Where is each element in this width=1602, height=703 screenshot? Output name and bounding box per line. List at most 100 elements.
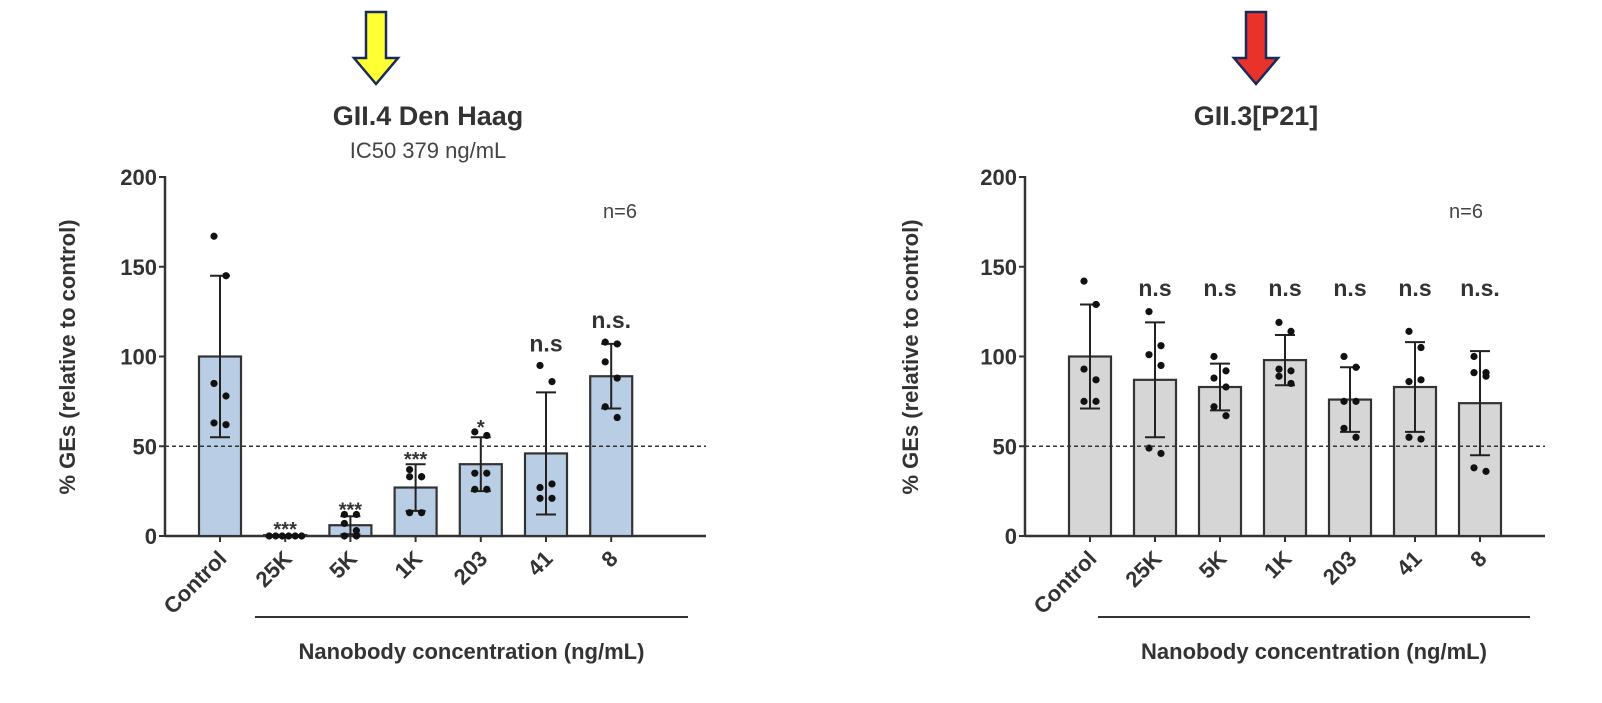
data-point [1092, 397, 1100, 405]
chart-1: GII.4 Den Haag IC50 379 ng/mL % GEs (relat… [55, 10, 706, 664]
data-point [1417, 343, 1425, 352]
bar-group-Control: Control [1029, 277, 1113, 619]
bar-group-5K: n.s 5K [1194, 275, 1243, 583]
data-point [340, 510, 348, 519]
data-point [1145, 351, 1153, 359]
data-point [352, 527, 360, 535]
data-point [210, 419, 218, 427]
significance-label: *** [404, 449, 428, 471]
data-point [1352, 363, 1360, 371]
data-point [285, 532, 293, 540]
data-point [298, 532, 306, 540]
x-tick-label: 41 [1392, 546, 1427, 581]
data-point [1080, 365, 1088, 373]
data-point [1340, 397, 1348, 405]
data-point [272, 532, 280, 540]
data-point [1080, 277, 1088, 285]
data-point [1340, 352, 1348, 361]
bar-group-1K: n.s 1K [1259, 275, 1308, 584]
data-point [1210, 352, 1218, 361]
chart-subtitle: IC50 379 ng/mL [350, 138, 507, 163]
x-tick-label: 1K [1259, 546, 1297, 584]
significance-label: *** [274, 519, 298, 541]
bar-group-25K: n.s 25K [1120, 275, 1178, 592]
data-point [613, 413, 621, 422]
significance-label: n.s [1268, 275, 1301, 301]
data-point [613, 374, 621, 382]
bar [1262, 358, 1308, 538]
arrow-down-icon [351, 10, 401, 86]
data-point [1157, 449, 1165, 458]
bar-group-41: n.s 41 [1392, 275, 1438, 581]
x-tick-label: 203 [1318, 546, 1362, 590]
data-point [1080, 397, 1088, 405]
data-point [471, 469, 479, 477]
n-annotation: n=6 [603, 201, 637, 223]
bar [1197, 385, 1243, 538]
x-tick-label: 25K [1120, 546, 1166, 592]
y-axis-label: % GEs (relative to control) [55, 219, 80, 494]
bar-group-1K: *** 1K [390, 449, 438, 583]
data-point [1482, 372, 1490, 380]
bar-group-8: n.s. 8 [1457, 275, 1503, 572]
x-axis-label: Nanobody concentration (ng/mL) [1141, 639, 1487, 664]
data-point [548, 494, 556, 502]
y-tick-label: 150 [120, 255, 157, 280]
data-point [1405, 378, 1413, 386]
data-point [1417, 376, 1425, 384]
data-point [601, 358, 609, 366]
x-tick-label: 5K [324, 546, 362, 584]
y-tick-label: 0 [1005, 524, 1017, 549]
data-point [601, 338, 609, 346]
y-tick-label: 150 [980, 255, 1017, 280]
x-axis-label: Nanobody concentration (ng/mL) [299, 639, 645, 664]
data-point [613, 340, 621, 348]
data-point [1352, 433, 1360, 441]
data-point [1340, 424, 1348, 432]
significance-label: n.s [1203, 275, 1236, 301]
data-point [483, 485, 491, 493]
n-annotation: n=6 [1449, 201, 1483, 223]
data-point [483, 469, 491, 477]
x-tick-label: 8 [1465, 546, 1491, 572]
data-point [536, 483, 544, 492]
y-axis-label: % GEs (relative to control) [898, 219, 923, 494]
data-point [1482, 467, 1490, 475]
data-point [1275, 365, 1283, 373]
y-tick-label: 50 [993, 434, 1017, 459]
data-point [1470, 369, 1478, 377]
data-point [471, 428, 479, 436]
data-point [278, 532, 286, 540]
bar-group-5K: *** 5K [324, 499, 373, 584]
y-tick-label: 100 [980, 345, 1017, 370]
y-tick-label: 0 [145, 524, 157, 549]
data-point [352, 532, 360, 540]
data-point [1287, 379, 1295, 388]
data-point [1405, 433, 1413, 441]
data-point [1287, 367, 1295, 375]
data-point [222, 421, 230, 429]
data-point [352, 510, 360, 519]
x-tick-label: 25K [251, 546, 297, 592]
chart-title: GII.3[P21] [1194, 101, 1319, 131]
data-point [471, 485, 479, 493]
x-tick-label: 8 [596, 546, 622, 572]
data-point [1417, 435, 1425, 443]
data-point [291, 532, 299, 540]
data-point [418, 473, 426, 481]
data-point [265, 532, 273, 540]
data-point [406, 473, 414, 481]
data-point [1210, 403, 1218, 411]
data-point [210, 232, 218, 240]
data-point [548, 378, 556, 386]
data-point [406, 509, 414, 517]
data-point [222, 272, 230, 280]
data-point [1210, 374, 1218, 382]
data-point [406, 465, 414, 474]
arrow-down-icon [1231, 10, 1281, 86]
data-point [1275, 372, 1283, 380]
data-point [1157, 361, 1165, 370]
significance-label: n.s [1333, 275, 1366, 301]
data-point [1092, 300, 1100, 309]
